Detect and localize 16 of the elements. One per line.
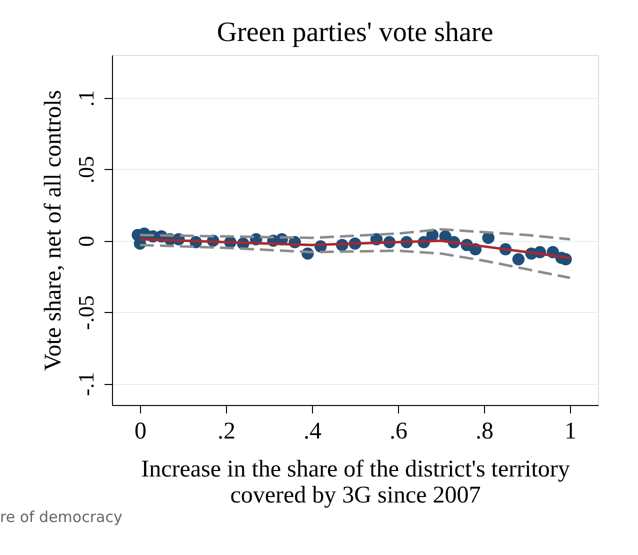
chart-title: Green parties' vote share: [216, 17, 494, 48]
text: re of democracy: [0, 508, 122, 526]
y-axis-title: Vote share, net of all controls: [40, 90, 66, 371]
x-tick-label: .8: [476, 418, 494, 444]
x-tick-label: .6: [390, 418, 408, 444]
x-tick-label: .2: [217, 418, 236, 444]
x-tick-label: 1: [564, 418, 577, 444]
x-tick-label: .4: [303, 418, 322, 444]
y-tick-label: 0: [74, 236, 98, 247]
y-tick-label: .1: [74, 90, 98, 107]
y-tick-label: -.05: [74, 295, 98, 330]
y-tick-label: .05: [74, 156, 98, 184]
x-tick-label: 0: [134, 418, 146, 444]
point: [512, 253, 525, 266]
y-tick-label: -.1: [74, 372, 98, 396]
x-axis-title: Increase in the share of the district's territory covered by 3G since 2007: [141, 456, 570, 508]
